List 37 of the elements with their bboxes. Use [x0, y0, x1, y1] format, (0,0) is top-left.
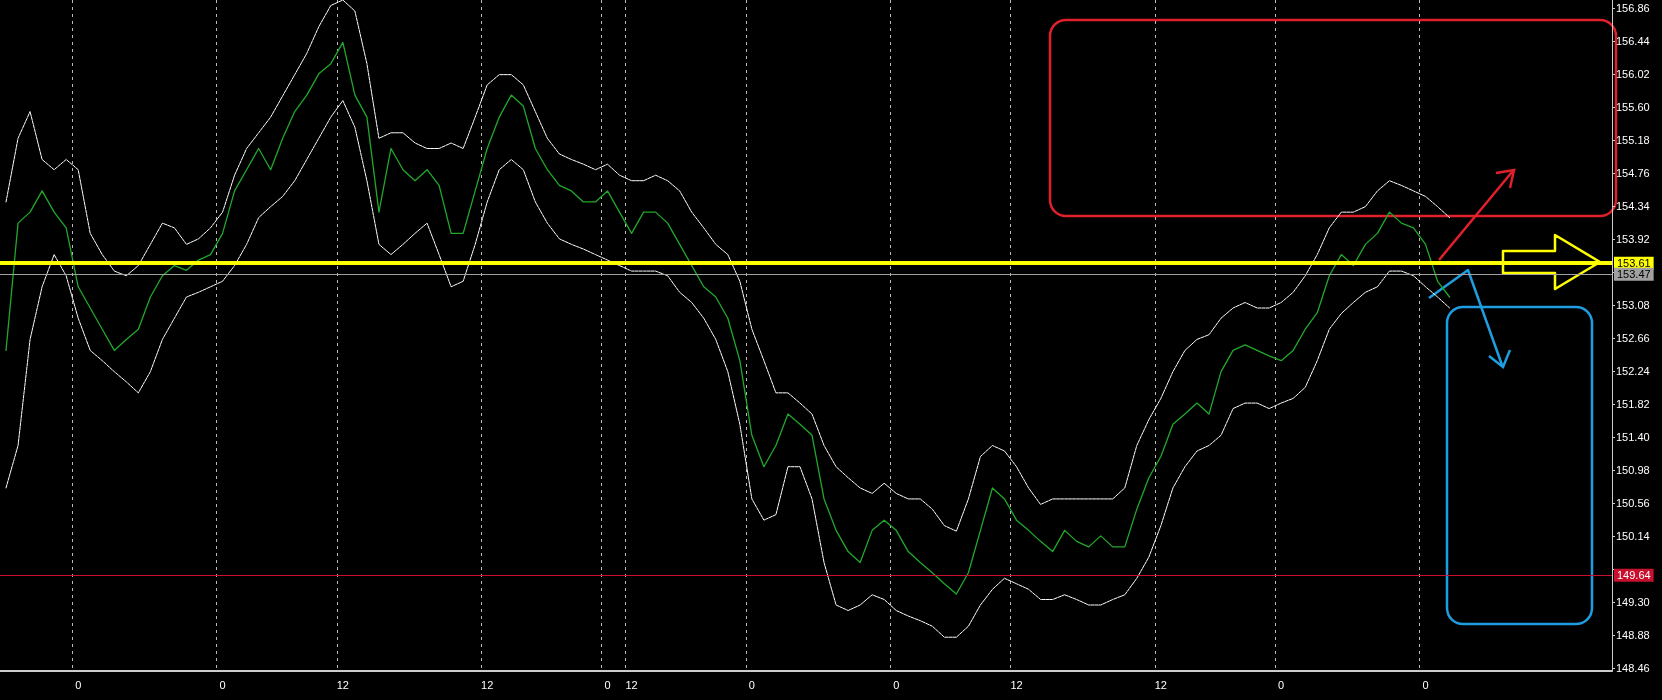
y-tick-label: 149.30	[1616, 595, 1650, 608]
x-tick-label: 12	[1010, 678, 1023, 691]
ref-line-label: 153.61	[1617, 257, 1651, 270]
ref-line-label: 153.47	[1617, 268, 1651, 281]
y-tick-label: 152.66	[1616, 331, 1650, 344]
y-tick-label: 154.34	[1616, 199, 1650, 212]
y-tick-label: 151.40	[1616, 430, 1650, 443]
y-tick-label: 151.82	[1616, 397, 1650, 410]
x-tick-label: 0	[1278, 678, 1285, 691]
y-tick-label: 148.88	[1616, 628, 1650, 641]
y-tick-label: 152.24	[1616, 364, 1650, 377]
x-tick-label: 0	[1422, 678, 1429, 691]
y-tick-label: 154.76	[1616, 166, 1650, 179]
y-tick-label: 156.02	[1616, 67, 1650, 80]
y-tick-label: 156.86	[1616, 1, 1650, 14]
line-series	[5, 100, 1451, 638]
x-tick-label: 12	[481, 678, 494, 691]
y-tick-label: 150.98	[1616, 463, 1650, 476]
line-series	[5, 41, 1451, 595]
y-tick-label: 155.60	[1616, 100, 1650, 113]
x-tick-label: 12	[1154, 678, 1168, 691]
x-tick-label: 0	[219, 678, 226, 691]
x-tick-label: 12	[625, 678, 638, 691]
ref-line-label: 149.64	[1617, 569, 1651, 582]
y-tick-label: 153.92	[1616, 232, 1650, 245]
x-tick-label: 0	[893, 678, 900, 691]
y-tick-label: 153.08	[1616, 298, 1650, 311]
x-tick-label: 0	[604, 678, 611, 691]
y-tick-label: 150.56	[1616, 496, 1650, 509]
x-tick-label: 12	[336, 678, 349, 691]
y-tick-label: 148.46	[1616, 661, 1650, 674]
line-series	[5, 0, 1451, 532]
y-tick-label: 155.18	[1616, 133, 1650, 146]
x-tick-label: 0	[75, 678, 82, 691]
y-tick-label: 156.44	[1616, 34, 1650, 47]
x-tick-label: 0	[748, 678, 755, 691]
y-tick-label: 150.14	[1616, 529, 1650, 542]
